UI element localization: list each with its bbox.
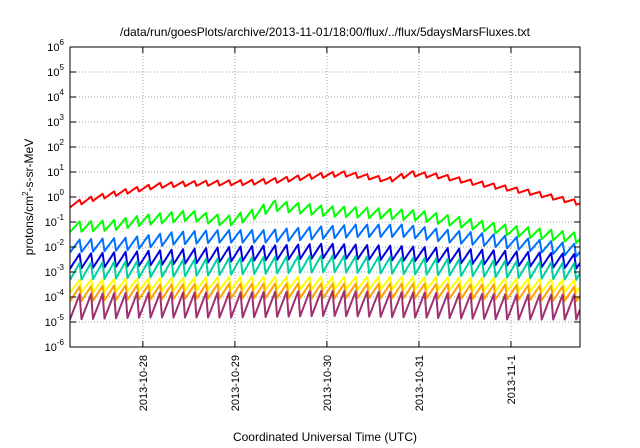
y-axis: 10-610-510-410-310-210-11001011021031041… [45, 38, 580, 354]
y-tick-base: 10 [47, 67, 59, 79]
x-tick-label: 2013-11-1 [506, 355, 518, 404]
x-axis: 2013-10-28 2013-10-29 2013-10-30 2013-10-31… [138, 47, 518, 411]
series-line [70, 199, 580, 244]
y-tick-base: 10 [45, 342, 57, 354]
y-tick-base: 10 [47, 42, 59, 54]
y-tick-label: 10-5 [45, 313, 65, 329]
y-axis-label-base: protons/cm [22, 196, 36, 255]
y-tick-label: 10-2 [45, 238, 65, 254]
y-tick-label: 10-1 [45, 213, 65, 229]
y-tick-base: 10 [47, 92, 59, 104]
series-line [70, 254, 580, 281]
y-tick-label: 106 [47, 38, 64, 54]
y-tick-exp: 2 [60, 138, 65, 147]
series-group [70, 170, 580, 321]
y-tick-label: 102 [47, 138, 64, 154]
y-tick-label: 10-3 [45, 263, 65, 279]
y-tick-label: 105 [47, 63, 64, 79]
series-line [70, 242, 580, 270]
x-tick-label: 2013-10-31 [414, 355, 426, 411]
y-tick-exp: -4 [57, 288, 65, 297]
series-line [70, 290, 580, 321]
y-tick-label: 104 [47, 88, 64, 104]
y-tick-base: 10 [45, 317, 57, 329]
y-tick-exp: -3 [57, 263, 65, 272]
y-tick-exp: 0 [60, 188, 65, 197]
y-tick-exp: 5 [60, 63, 65, 72]
y-tick-base: 10 [47, 192, 59, 204]
y-tick-base: 10 [45, 267, 57, 279]
series-line [70, 170, 580, 209]
y-tick-base: 10 [45, 242, 57, 254]
y-tick-base: 10 [47, 117, 59, 129]
y-tick-base: 10 [47, 142, 59, 154]
y-tick-base: 10 [47, 167, 59, 179]
y-tick-exp: -6 [57, 338, 65, 347]
y-tick-label: 10-6 [45, 338, 65, 354]
y-tick-label: 101 [47, 163, 64, 179]
y-tick-exp: 1 [60, 163, 65, 172]
x-axis-label: Coordinated Universal Time (UTC) [233, 430, 417, 444]
series-line [70, 282, 580, 303]
x-tick-label: 2013-10-29 [230, 355, 242, 411]
y-tick-exp: 6 [60, 38, 65, 47]
y-tick-exp: -2 [57, 238, 65, 247]
y-tick-exp: -1 [57, 213, 65, 222]
y-axis-label: protons/cm2-s-sr-MeV [21, 139, 36, 255]
y-tick-exp: -5 [57, 313, 65, 322]
chart-title: /data/run/goesPlots/archive/2013-11-01/1… [120, 25, 531, 39]
y-tick-label: 100 [47, 188, 64, 204]
x-tick-label: 2013-10-30 [322, 355, 334, 411]
y-axis-label-sup: 2 [21, 191, 30, 196]
y-axis-label-rest: -s-sr-MeV [22, 139, 36, 192]
x-tick-label: 2013-10-28 [138, 355, 150, 411]
y-tick-label: 103 [47, 113, 64, 129]
y-tick-label: 10-4 [45, 288, 65, 304]
series-line [70, 223, 580, 258]
y-tick-base: 10 [45, 217, 57, 229]
series-line [70, 275, 580, 294]
y-tick-exp: 4 [60, 88, 65, 97]
grid [70, 47, 580, 347]
y-tick-exp: 3 [60, 113, 65, 122]
y-tick-base: 10 [45, 292, 57, 304]
